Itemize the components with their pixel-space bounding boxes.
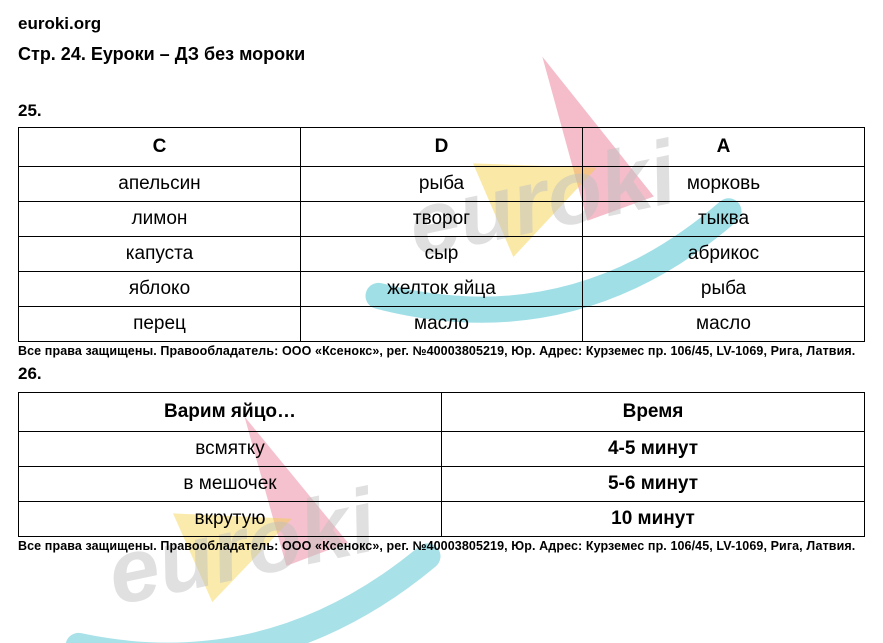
table-25-body: апельсин рыба морковь лимон творог тыква… [19,167,865,342]
table-26-header-egg: Варим яйцо… [19,393,442,432]
site-name: euroki.org [18,14,865,34]
table-25-header-row: C D A [19,128,865,167]
table-25-header-d: D [301,128,583,167]
table-row: перец масло масло [19,307,865,342]
table-25-header-c: C [19,128,301,167]
copyright-1: Все права защищены. Правообладатель: ООО… [18,344,865,358]
exercise-25-label: 25. [18,101,865,121]
table-cell: 10 минут [442,502,865,537]
table-cell: желток яйца [301,272,583,307]
page-title: Стр. 24. Еуроки – ДЗ без мороки [18,44,865,65]
table-cell: вкрутую [19,502,442,537]
table-25: C D A апельсин рыба морковь лимон творог… [18,127,865,342]
table-row: яблоко желток яйца рыба [19,272,865,307]
table-cell: рыба [301,167,583,202]
table-cell: 5-6 минут [442,467,865,502]
table-cell: творог [301,202,583,237]
table-26: Варим яйцо… Время всмятку 4-5 минут в ме… [18,392,865,537]
table-cell: абрикос [583,237,865,272]
table-cell: яблоко [19,272,301,307]
table-row: апельсин рыба морковь [19,167,865,202]
table-cell: капуста [19,237,301,272]
table-cell: морковь [583,167,865,202]
table-cell: масло [583,307,865,342]
table-cell: всмятку [19,432,442,467]
exercise-26-label: 26. [18,364,865,384]
table-row: вкрутую 10 минут [19,502,865,537]
table-cell: перец [19,307,301,342]
table-row: всмятку 4-5 минут [19,432,865,467]
table-row: лимон творог тыква [19,202,865,237]
table-cell: тыква [583,202,865,237]
table-cell: масло [301,307,583,342]
table-cell: рыба [583,272,865,307]
table-cell: апельсин [19,167,301,202]
table-cell: в мешочек [19,467,442,502]
table-cell: сыр [301,237,583,272]
table-cell: лимон [19,202,301,237]
table-26-header-row: Варим яйцо… Время [19,393,865,432]
table-26-body: всмятку 4-5 минут в мешочек 5-6 минут вк… [19,432,865,537]
table-cell: 4-5 минут [442,432,865,467]
table-row: капуста сыр абрикос [19,237,865,272]
copyright-2: Все права защищены. Правообладатель: ООО… [18,539,865,553]
table-26-header-time: Время [442,393,865,432]
table-row: в мешочек 5-6 минут [19,467,865,502]
table-25-header-a: A [583,128,865,167]
